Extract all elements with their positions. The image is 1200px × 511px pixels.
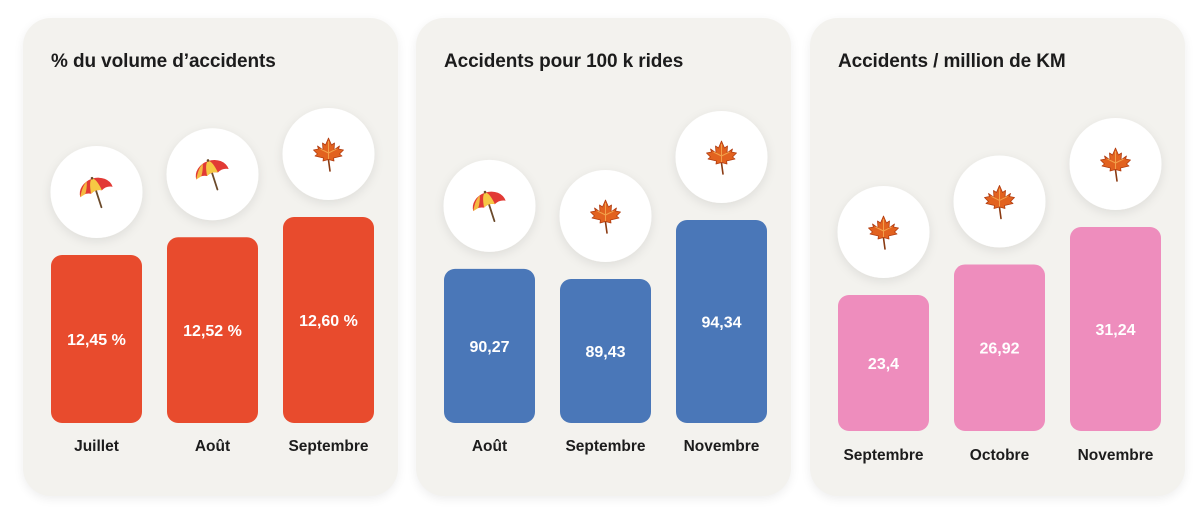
x-tick-label: Octobre [970,447,1030,464]
bar [444,268,535,423]
umbrella-icon [195,159,229,191]
x-tick-label: Septembre [843,447,923,464]
maple-leaf-icon [984,185,1015,220]
x-tick-label: Août [472,438,507,455]
bar-value-label: 90,27 [469,339,509,356]
bar-value-label: 94,34 [701,315,741,332]
chart-card-accidents-per-100k-rides: Accidents pour 100 k rides 90,27 Août 89,4… [416,18,791,496]
x-tick-label: Septembre [565,438,645,455]
chart-card-accident-volume: % du volume d’accidents 12,45 % Juillet 12… [23,18,398,496]
umbrella-icon [472,190,506,223]
x-tick-label: Juillet [74,438,119,455]
bar-value-label: 12,52 % [183,323,242,340]
bar [954,264,1045,431]
bar-value-label: 12,45 % [67,332,126,349]
maple-leaf-icon [1100,147,1131,182]
bar [283,217,374,423]
bar-value-label: 12,60 % [299,313,358,330]
chart-title: Accidents / million de KM [838,51,1066,72]
chart-card-accidents-per-million-km: Accidents / million de KM 23,4 Septembre 2… [810,18,1185,496]
bar [838,295,929,431]
bar [167,237,258,423]
bar [1070,227,1161,431]
x-tick-label: Août [195,438,230,455]
bar-chart-accidents-per-million-km: 23,4 Septembre 26,92 Octobre 31,24 Novembre [837,118,1162,464]
bar-value-label: 31,24 [1095,322,1135,339]
bar [51,255,142,423]
maple-leaf-icon [868,215,899,250]
bar [676,220,767,423]
bar-value-label: 23,4 [868,356,899,373]
x-tick-label: Septembre [288,438,368,455]
bar [560,279,651,423]
maple-leaf-icon [590,199,621,234]
maple-leaf-icon [706,140,737,175]
maple-leaf-icon [313,137,344,172]
bar-chart-accidents-per-100k-rides: 90,27 Août 89,43 Septembre 94,34 Novembre [443,111,768,455]
x-tick-label: Novembre [684,438,760,455]
bar-value-label: 26,92 [979,341,1019,358]
chart-title: Accidents pour 100 k rides [444,51,684,72]
chart-title: % du volume d’accidents [51,51,276,72]
x-tick-label: Novembre [1078,447,1154,464]
bar-chart-accident-volume: 12,45 % Juillet 12,52 % Août 12,60 % Septembr… [50,108,375,455]
umbrella-icon [79,176,113,209]
bar-value-label: 89,43 [585,344,625,361]
